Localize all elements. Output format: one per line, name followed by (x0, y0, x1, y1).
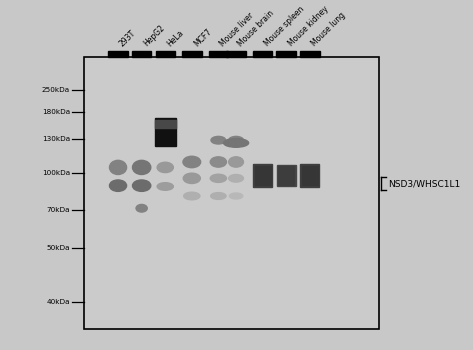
Ellipse shape (211, 136, 226, 144)
Ellipse shape (229, 193, 243, 199)
Ellipse shape (132, 160, 151, 175)
Bar (253, 51, 272, 57)
Bar (226, 51, 246, 57)
Ellipse shape (157, 183, 174, 190)
Ellipse shape (228, 175, 244, 182)
Ellipse shape (210, 193, 226, 200)
Bar (277, 165, 296, 187)
Ellipse shape (132, 180, 151, 191)
Bar (156, 51, 175, 57)
Text: 130kDa: 130kDa (42, 136, 70, 142)
Bar (302, 166, 318, 185)
Bar (300, 164, 319, 187)
Text: Mouse liver: Mouse liver (219, 11, 256, 48)
Bar (155, 120, 176, 128)
Bar (84, 57, 379, 329)
Text: NSD3/WHSC1L1: NSD3/WHSC1L1 (389, 179, 461, 188)
Text: 40kDa: 40kDa (46, 299, 70, 305)
Bar (132, 51, 151, 57)
Text: Mouse spleen: Mouse spleen (263, 5, 306, 48)
Ellipse shape (157, 162, 174, 173)
Bar (254, 166, 271, 185)
Text: 100kDa: 100kDa (42, 170, 70, 176)
Bar (253, 164, 272, 187)
Ellipse shape (224, 139, 249, 147)
Text: HeLa: HeLa (165, 28, 185, 48)
Bar (278, 167, 294, 185)
Text: Mouse lung: Mouse lung (310, 11, 347, 48)
Text: Mouse kidney: Mouse kidney (286, 5, 330, 48)
Bar (155, 118, 176, 146)
Ellipse shape (210, 174, 227, 182)
Text: 180kDa: 180kDa (42, 108, 70, 114)
Text: Mouse brain: Mouse brain (236, 8, 276, 48)
Text: 293T: 293T (118, 28, 138, 48)
Text: 250kDa: 250kDa (42, 87, 70, 93)
Ellipse shape (109, 160, 127, 175)
Ellipse shape (228, 157, 244, 167)
Bar (108, 51, 128, 57)
Ellipse shape (109, 180, 127, 191)
Ellipse shape (184, 192, 200, 200)
Text: MCF7: MCF7 (192, 27, 213, 48)
Ellipse shape (210, 157, 227, 167)
Bar (277, 51, 296, 57)
Ellipse shape (136, 204, 147, 212)
Bar (182, 51, 201, 57)
Bar (300, 51, 320, 57)
Ellipse shape (183, 173, 201, 183)
Ellipse shape (228, 136, 244, 144)
Text: HepG2: HepG2 (141, 23, 166, 48)
Text: 50kDa: 50kDa (46, 245, 70, 251)
Bar (209, 51, 228, 57)
Text: 70kDa: 70kDa (46, 206, 70, 212)
Bar (84, 57, 379, 329)
Ellipse shape (183, 156, 201, 168)
